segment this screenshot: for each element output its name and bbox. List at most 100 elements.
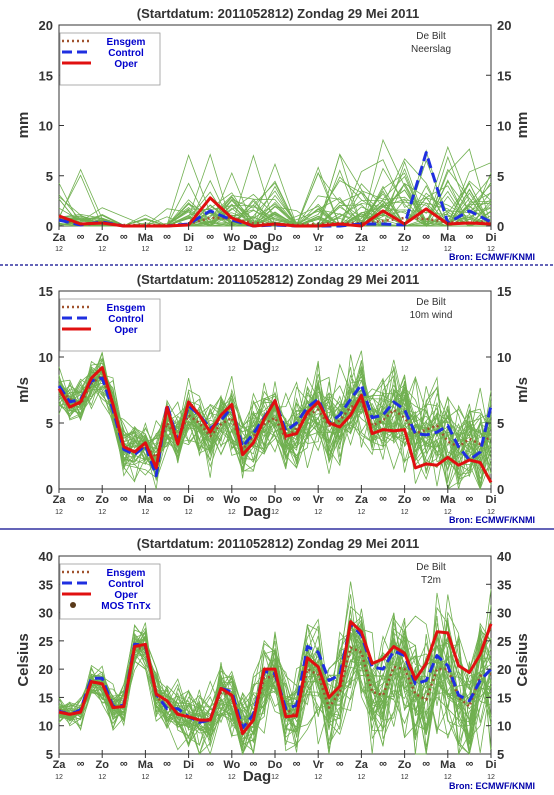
midnight-marker: ∞ [120,493,128,505]
y-tick-label-left: 25 [39,634,53,649]
x-hour-label: 12 [98,246,106,253]
x-day-label: Za [355,494,369,506]
midnight-marker: ∞ [77,231,85,243]
x-axis-label: Dag [243,503,271,520]
y-tick-label-right: 10 [497,119,511,134]
midnight-marker: ∞ [120,758,128,770]
x-hour-label: 12 [487,774,495,781]
y-tick-label-right: 30 [497,606,511,621]
x-day-label: Za [53,759,67,771]
y-tick-label-left: 40 [39,549,53,564]
x-hour-label: 12 [142,774,150,781]
panel-t2m: (Startdatum: 2011052812) Zondag 29 Mei 2… [15,536,535,791]
chart-title: (Startdatum: 2011052812) Zondag 29 Mei 2… [137,536,420,551]
y-tick-label-right: 10 [497,719,511,734]
x-hour-label: 12 [314,509,322,516]
x-hour-label: 12 [228,774,236,781]
midnight-marker: ∞ [293,493,301,505]
y-axis-label-right: m/s [514,377,531,403]
x-day-label: Di [486,759,497,771]
y-tick-label-right: 20 [497,662,511,677]
ensemble-member-line [58,159,492,227]
panel-10m-wind: (Startdatum: 2011052812) Zondag 29 Mei 2… [15,272,535,525]
x-hour-label: 12 [314,246,322,253]
y-tick-label-right: 35 [497,577,511,592]
legend-label-control: Control [108,314,144,325]
x-hour-label: 12 [444,774,452,781]
midnight-marker: ∞ [120,231,128,243]
x-axis-label: Dag [243,237,271,254]
x-day-label: Zo [398,494,412,506]
x-day-label: Wo [223,759,240,771]
ensemble-member-line [58,158,492,227]
midnight-marker: ∞ [249,493,257,505]
ensemble-member-line [58,366,492,470]
y-tick-label-left: 15 [39,68,53,83]
y-tick-label-right: 5 [497,747,504,762]
x-hour-label: 12 [358,246,366,253]
x-hour-label: 12 [444,246,452,253]
midnight-marker: ∞ [163,493,171,505]
y-axis-label-right: Celsius [514,633,531,686]
x-day-label: Vr [313,232,325,244]
x-hour-label: 12 [185,246,193,253]
x-hour-label: 12 [401,509,409,516]
x-hour-label: 12 [228,246,236,253]
legend-label-ensgem: Ensgem [107,568,146,579]
x-hour-label: 12 [271,774,279,781]
x-day-label: Zo [95,494,109,506]
location-label: De Bilt [416,31,446,42]
midnight-marker: ∞ [379,758,387,770]
y-axis-label-left: m/s [15,377,32,403]
y-tick-label-right: 40 [497,549,511,564]
x-hour-label: 12 [55,509,63,516]
midnight-marker: ∞ [465,493,473,505]
x-day-label: Ma [440,494,456,506]
x-day-label: Ma [440,232,456,244]
y-tick-label-left: 0 [46,219,53,234]
x-day-label: Za [355,232,369,244]
y-tick-label-left: 15 [39,284,53,299]
midnight-marker: ∞ [77,493,85,505]
x-day-label: Di [486,232,497,244]
x-axis-label: Dag [243,768,271,785]
y-tick-label-left: 15 [39,690,53,705]
x-hour-label: 12 [185,774,193,781]
x-day-label: Vr [313,759,325,771]
y-axis-label-right: mm [514,112,531,139]
legend-label-ensgem: Ensgem [107,303,146,314]
midnight-marker: ∞ [249,758,257,770]
midnight-marker: ∞ [336,231,344,243]
legend-box [59,563,161,620]
y-axis-label-left: mm [15,112,32,139]
midnight-marker: ∞ [163,231,171,243]
y-tick-label-right: 5 [497,169,504,184]
x-day-label: Do [268,494,283,506]
x-day-label: Zo [398,759,412,771]
x-day-label: Ma [138,759,154,771]
y-tick-label-left: 10 [39,119,53,134]
x-hour-label: 12 [271,509,279,516]
legend-label-control: Control [108,48,144,59]
midnight-marker: ∞ [163,758,171,770]
x-hour-label: 12 [444,509,452,516]
ensemble-member-line [58,623,492,739]
x-day-label: Di [183,232,194,244]
y-tick-label-right: 15 [497,68,511,83]
legend-label-oper: Oper [114,590,137,601]
midnight-marker: ∞ [293,758,301,770]
x-hour-label: 12 [314,774,322,781]
y-tick-label-right: 10 [497,350,511,365]
y-tick-label-right: 5 [497,416,504,431]
x-hour-label: 12 [142,509,150,516]
source-credit: Bron: ECMWF/KNMI [449,781,535,791]
series-line-oper [57,366,493,484]
ensemble-member-line [58,368,492,482]
midnight-marker: ∞ [422,758,430,770]
legend-box [59,32,161,86]
x-day-label: Ma [440,759,456,771]
x-day-label: Vr [313,494,325,506]
y-tick-label-right: 15 [497,284,511,299]
